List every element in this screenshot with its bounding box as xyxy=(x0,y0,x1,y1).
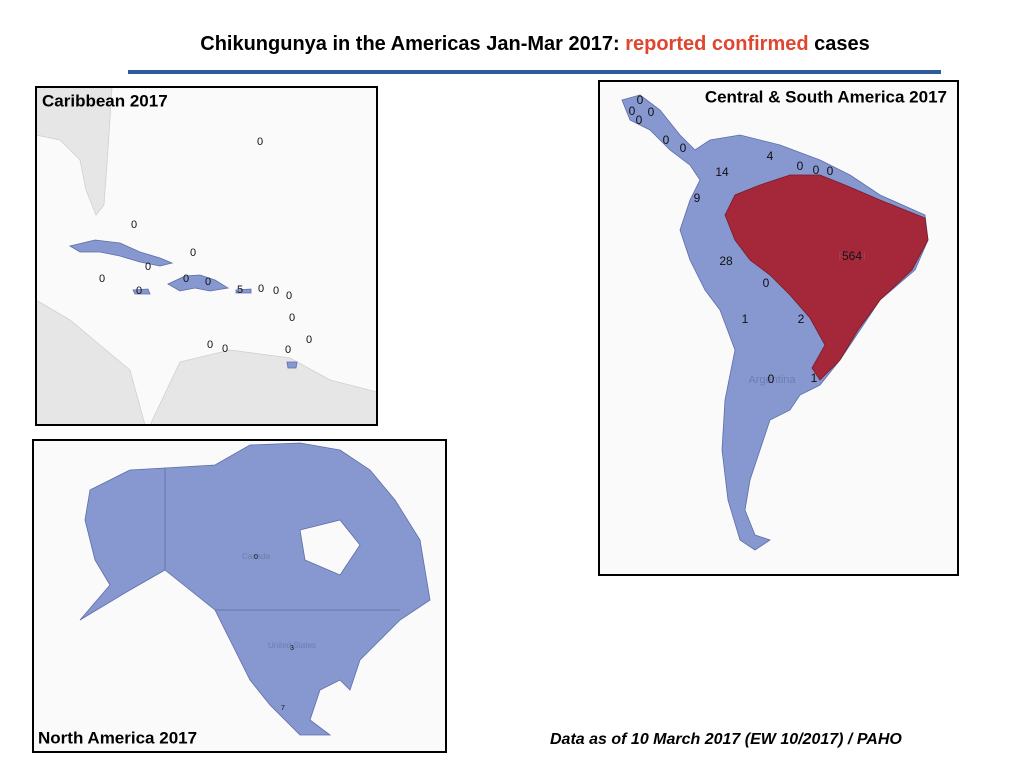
case-count: 0 xyxy=(763,276,770,290)
case-count: 0 xyxy=(813,163,820,177)
case-count: 1 xyxy=(742,312,749,326)
case-count: 0 xyxy=(136,285,142,297)
case-count: 28 xyxy=(719,254,733,268)
case-count: 1 xyxy=(811,371,818,385)
case-count: 0 xyxy=(131,219,137,231)
case-count: 0 xyxy=(190,247,196,259)
case-count: 0 xyxy=(680,141,687,155)
case-count: 0 xyxy=(205,276,211,288)
case-count: 0 xyxy=(258,283,264,295)
case-count: 0 xyxy=(827,164,834,178)
case-count: 0 xyxy=(222,343,228,355)
panel-frame xyxy=(598,80,959,576)
case-count: 564 xyxy=(842,249,862,263)
case-count: 0 xyxy=(273,285,279,297)
case-count: 0 xyxy=(285,344,291,356)
slide-title: Chikungunya in the Americas Jan-Mar 2017… xyxy=(200,33,870,55)
case-count: 0 xyxy=(286,290,292,302)
case-count: 0 xyxy=(637,93,644,107)
case-count: 0 xyxy=(768,372,775,386)
case-count: 5 xyxy=(237,284,243,296)
case-count: 2 xyxy=(798,312,805,326)
country-label: Brasil xyxy=(838,251,866,263)
caribbean-map xyxy=(36,87,377,425)
case-count: 0 xyxy=(648,105,655,119)
case-count: 0 xyxy=(183,273,189,285)
country-label: United States xyxy=(268,641,316,650)
case-count: 14 xyxy=(715,165,729,179)
panel-title: Caribbean 2017 xyxy=(42,91,168,110)
panel-frame xyxy=(35,86,378,426)
case-count: 0 xyxy=(289,312,295,324)
title-highlight: reported confirmed xyxy=(625,33,808,55)
case-count: 0 xyxy=(207,339,213,351)
case-count: 7 xyxy=(281,705,285,712)
case-count: 0 xyxy=(797,159,804,173)
title-end: cases xyxy=(814,33,870,55)
title-start: Chikungunya in the Americas Jan-Mar 2017… xyxy=(200,33,619,55)
case-count: 0 xyxy=(306,334,312,346)
case-count: 0 xyxy=(636,113,643,127)
footnote: Data as of 10 March 2017 (EW 10/2017) / … xyxy=(550,731,902,748)
case-count: 0 xyxy=(257,136,263,148)
case-count: 0 xyxy=(145,261,151,273)
case-count: 4 xyxy=(767,149,774,163)
panel-frame xyxy=(32,439,447,753)
case-count: 0 xyxy=(663,133,670,147)
case-count: 3 xyxy=(290,645,294,652)
case-count: 0 xyxy=(254,554,258,561)
case-count: 0 xyxy=(99,273,105,285)
country-label: Argentina xyxy=(748,374,796,386)
title-rule xyxy=(128,70,941,74)
south-america-map xyxy=(599,81,958,575)
panel-title: North America 2017 xyxy=(38,728,197,747)
panel-title: Central & South America 2017 xyxy=(705,87,947,106)
case-count: 0 xyxy=(629,104,636,118)
north-america-map xyxy=(33,440,446,752)
case-count: 9 xyxy=(694,191,701,205)
country-label: Canada xyxy=(242,552,271,561)
